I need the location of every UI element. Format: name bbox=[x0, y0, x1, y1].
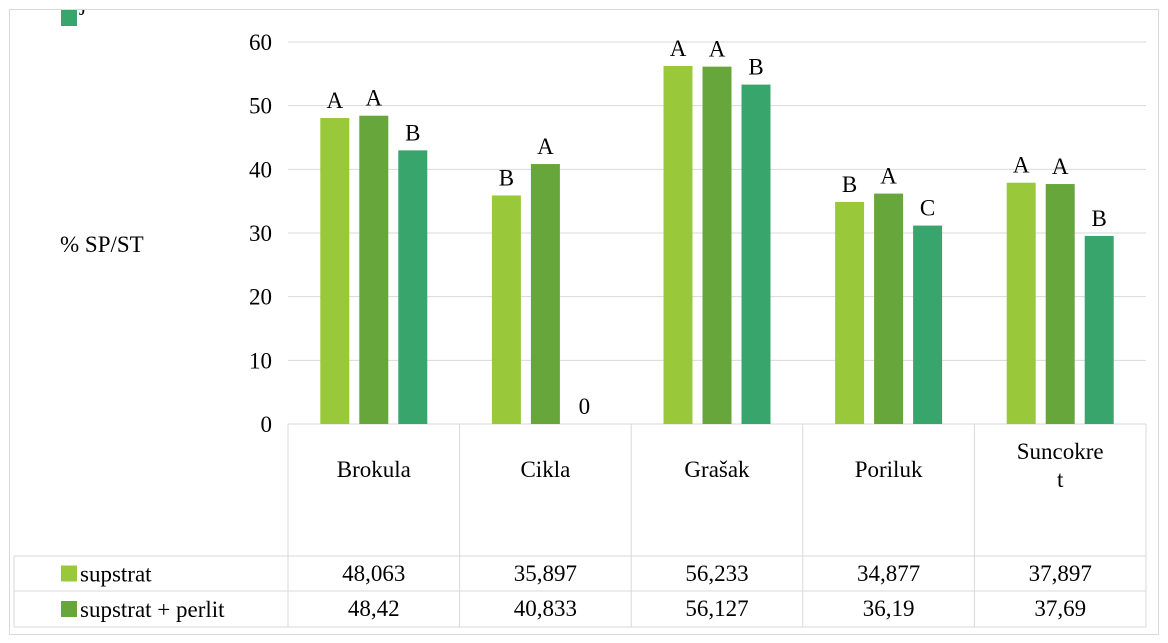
table-cell-value: 42,98 bbox=[348, 632, 400, 634]
bar-juta-grašak bbox=[741, 84, 771, 424]
y-tick-label: 40 bbox=[249, 157, 272, 182]
table-cell-value: 0 bbox=[540, 632, 552, 634]
bar-supstrat-perlit-brokula bbox=[359, 115, 389, 424]
bar-significance-letter: A bbox=[670, 36, 687, 61]
table-cell-value: 53,31 bbox=[691, 632, 743, 634]
bar-significance-letter: A bbox=[365, 86, 382, 111]
bar-significance-letter: A bbox=[1013, 153, 1030, 178]
bar-supstrat-perlit-grašak bbox=[702, 66, 732, 425]
legend-swatch bbox=[61, 565, 77, 582]
y-tick-label: 0 bbox=[261, 412, 273, 437]
table-cell-value: 37,69 bbox=[1034, 596, 1086, 621]
bar-significance-letter: A bbox=[709, 37, 726, 62]
table-cell-value: 40,833 bbox=[514, 596, 577, 621]
bar-supstrat-suncokret bbox=[1006, 182, 1036, 424]
bar-significance-letter: C bbox=[920, 196, 935, 221]
legend-swatch bbox=[61, 10, 77, 26]
bar-juta-brokula bbox=[398, 150, 428, 425]
category-label: Suncokre bbox=[1017, 439, 1104, 464]
bar-supstrat-poriluk bbox=[835, 201, 865, 424]
category-label: Cikla bbox=[520, 457, 570, 482]
bar-significance-letter: B bbox=[1092, 206, 1107, 231]
y-tick-label: 20 bbox=[249, 285, 272, 310]
table-cell-value: 31,167 bbox=[857, 632, 920, 634]
bar-significance-letter: A bbox=[1052, 154, 1069, 179]
bar-significance-letter: A bbox=[326, 88, 343, 113]
legend-swatch bbox=[61, 601, 77, 617]
table-cell-value: 48,063 bbox=[342, 561, 405, 586]
category-label: Brokula bbox=[337, 457, 411, 482]
bar-supstrat-perlit-poriluk bbox=[874, 193, 904, 424]
category-label: t bbox=[1057, 467, 1064, 492]
table-cell-value: 56,233 bbox=[685, 561, 748, 586]
table-cell-value: 29,543 bbox=[1029, 632, 1092, 634]
bar-significance-letter: A bbox=[880, 164, 897, 189]
bar-significance-letter: A bbox=[537, 134, 554, 159]
table-cell-value: 35,897 bbox=[514, 561, 577, 586]
table-cell-value: 48,42 bbox=[348, 596, 400, 621]
bar-significance-letter: B bbox=[748, 55, 763, 80]
chart-frame: 0 10 20 30 40 50 60 A 48,063 A 48,42 B 42,98 Brokula B… bbox=[9, 9, 1159, 635]
bar-supstrat-cikla bbox=[491, 195, 521, 424]
bar-significance-letter: 0 bbox=[579, 394, 591, 419]
category-label: Grašak bbox=[684, 457, 750, 482]
y-axis-label: % SP/ST bbox=[60, 232, 144, 257]
bar-supstrat-perlit-cikla bbox=[530, 164, 560, 424]
bar-supstrat-brokula bbox=[320, 117, 350, 424]
table-cell-value: 36,19 bbox=[863, 596, 915, 621]
y-tick-label: 60 bbox=[249, 30, 272, 55]
table-cell-value: 37,897 bbox=[1029, 561, 1092, 586]
legend-series-name: supstrat bbox=[80, 562, 152, 587]
bar-juta-suncokret bbox=[1084, 235, 1114, 424]
bar-significance-letter: B bbox=[842, 172, 857, 197]
bar-supstrat-grašak bbox=[663, 65, 693, 425]
table-cell-value: 34,877 bbox=[857, 561, 920, 586]
bar-juta-poriluk bbox=[913, 225, 943, 424]
y-tick-label: 50 bbox=[249, 94, 272, 119]
bar-chart: 0 10 20 30 40 50 60 A 48,063 A 48,42 B 42,98 Brokula B… bbox=[13, 10, 1147, 634]
table-cell-value: 56,127 bbox=[685, 596, 748, 621]
y-tick-label: 30 bbox=[249, 221, 272, 246]
legend-series-name: supstrat + perlit bbox=[80, 597, 225, 622]
category-label: Poriluk bbox=[855, 457, 923, 482]
y-tick-label: 10 bbox=[249, 348, 272, 373]
bar-significance-letter: B bbox=[499, 165, 514, 190]
bar-significance-letter: B bbox=[405, 120, 420, 145]
bar-supstrat-perlit-suncokret bbox=[1045, 184, 1075, 424]
legend-series-name: juta bbox=[79, 10, 115, 15]
